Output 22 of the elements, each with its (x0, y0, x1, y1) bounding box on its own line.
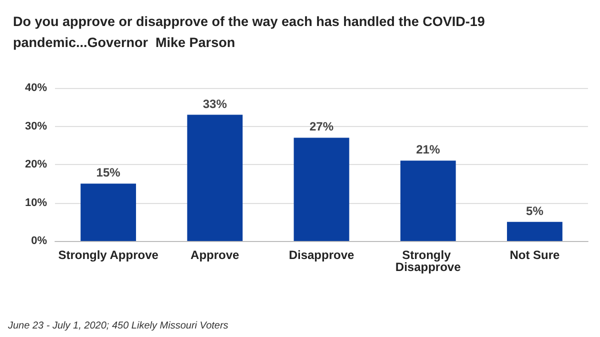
bar (80, 184, 136, 241)
x-tick-label: Not Sure (510, 248, 560, 262)
y-tick-label: 0% (31, 235, 48, 247)
bar (294, 138, 350, 241)
bar (187, 114, 243, 241)
x-tick-label: Approve (190, 248, 240, 262)
chart-title: Do you approve or disapprove of the way each has handled the COVID-19 pandemic...Governor Mike Parson (13, 14, 489, 50)
x-tick-label: Strongly Disapprove (395, 248, 462, 274)
x-tick-label: Disapprove (288, 248, 354, 262)
y-tick-label: 20% (24, 158, 48, 170)
data-label: 21% (416, 142, 440, 157)
y-tick-label: 30% (24, 120, 48, 132)
x-tick-label: Strongly Approve (58, 248, 159, 262)
data-label: 15% (96, 166, 121, 180)
data-label: 5% (526, 204, 544, 218)
bar (506, 222, 562, 241)
text: June 23 - July 1, 2020; 450 Likely Missouri Voters (7, 320, 228, 332)
data-label: 33% (202, 96, 228, 111)
data-label: 27% (309, 120, 334, 134)
y-tick-label: 10% (24, 196, 48, 209)
bar (400, 160, 456, 241)
y-tick-label: 40% (24, 82, 48, 94)
